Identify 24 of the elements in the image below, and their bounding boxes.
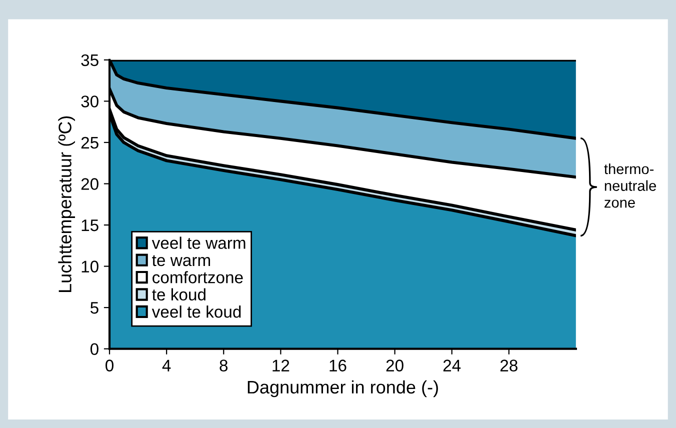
legend-label: veel te koud — [152, 306, 241, 318]
x-tick-label: 4 — [162, 360, 171, 372]
x-tick-label: 24 — [443, 360, 461, 372]
y-tick-label: 35 — [81, 54, 98, 66]
y-tick-label: 25 — [81, 136, 98, 149]
text: thermo- neutrale zone — [604, 163, 656, 208]
y-tick-label: 20 — [81, 178, 98, 190]
y-tick-label: 10 — [82, 260, 98, 272]
x-tick-label: 0 — [106, 360, 114, 372]
x-tick-label: 16 — [330, 360, 346, 372]
x-axis-title: Dagnummer in ronde (-) — [248, 380, 438, 398]
legend-label: te koud — [152, 288, 206, 301]
x-tick-label: 12 — [272, 360, 290, 372]
y-tick-label: 0 — [90, 343, 98, 356]
y-tick-label: 15 — [82, 220, 98, 232]
y-axis-title: Luchttemperatuur (ºC) — [58, 116, 76, 292]
x-tick-label: 20 — [386, 360, 404, 372]
legend-label: veel te warm — [152, 236, 246, 249]
legend-label: te warm — [152, 255, 210, 266]
y-tick-label: 30 — [81, 96, 98, 108]
x-tick-label: 8 — [220, 360, 228, 372]
x-tick-label: 28 — [500, 360, 518, 372]
y-tick-label: 5 — [90, 302, 98, 314]
legend-label: comfortzone — [152, 271, 243, 284]
